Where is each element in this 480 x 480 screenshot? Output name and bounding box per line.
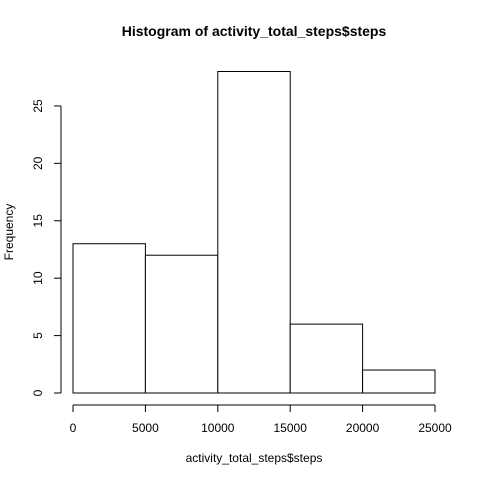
histogram-bar-4	[289, 323, 364, 394]
y-tick-label: 5	[31, 332, 45, 339]
x-tick-label: 5000	[132, 421, 159, 435]
y-tick-label: 25	[31, 99, 45, 113]
y-tick-label: 15	[31, 214, 45, 228]
y-axis: 0 5 10 15 20 25	[31, 99, 62, 396]
y-tick-label: 0	[31, 389, 45, 396]
y-tick-label: 20	[31, 156, 45, 170]
bars-group	[72, 71, 436, 394]
histogram-bar-5	[362, 369, 436, 394]
x-axis-label: activity_total_steps$steps	[186, 451, 323, 465]
x-tick-label: 20000	[346, 421, 380, 435]
y-axis-label: Frequency	[2, 204, 16, 261]
x-tick-label: 15000	[274, 421, 308, 435]
histogram-bar-1	[72, 243, 146, 394]
histogram-bar-2	[144, 254, 219, 394]
histogram-bar-3	[217, 71, 291, 394]
x-tick-label: 25000	[418, 421, 452, 435]
chart-title: Histogram of activity_total_steps$steps	[122, 23, 387, 39]
x-tick-label: 0	[70, 421, 77, 435]
y-tick-label: 10	[31, 271, 45, 285]
x-axis: 0 5000 10000 15000 20000 25000	[70, 404, 452, 435]
x-tick-label: 10000	[201, 421, 235, 435]
